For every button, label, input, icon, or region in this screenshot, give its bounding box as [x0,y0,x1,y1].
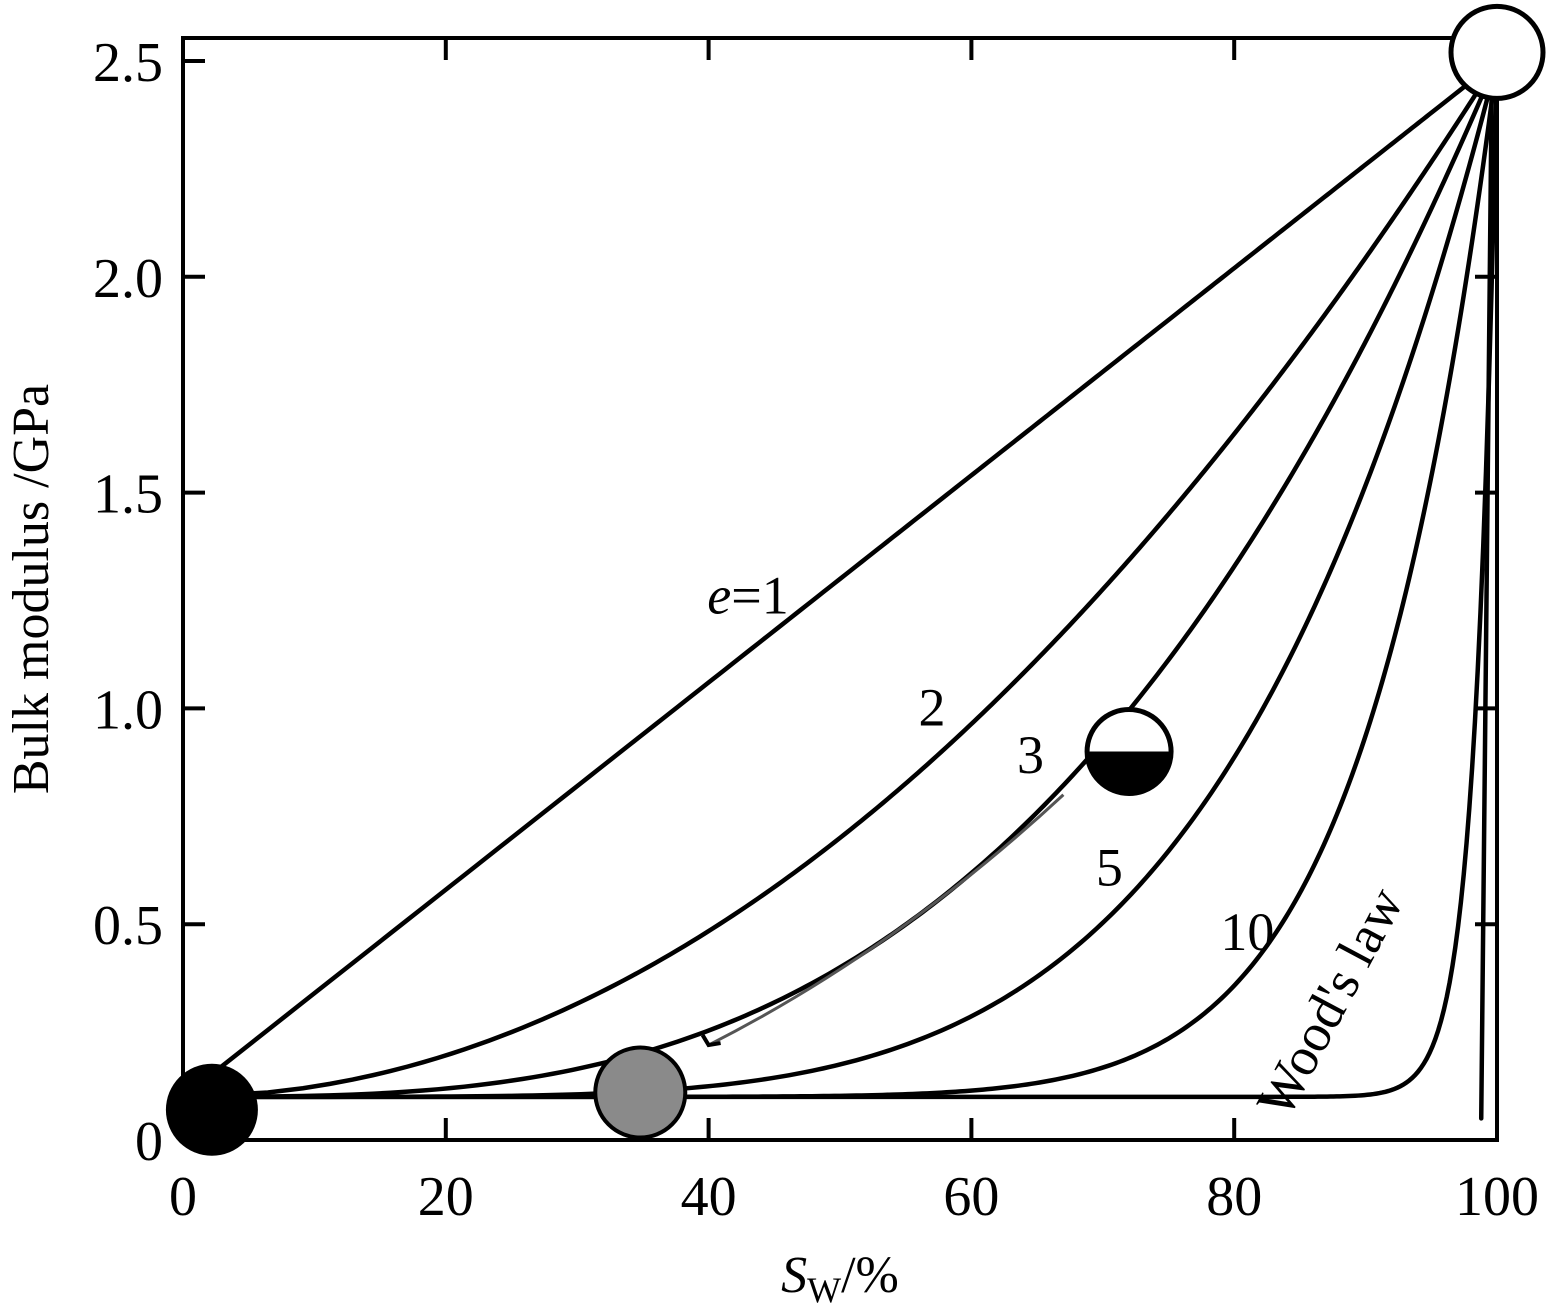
y-tick-label-1.0: 1.0 [93,679,163,741]
y-tick-label-1.5: 1.5 [93,464,163,526]
x-tick-label-100: 100 [1455,1166,1539,1228]
series-label-3: 3 [1017,725,1044,785]
woods-law-rise-line [1478,80,1494,1121]
plot-border [181,36,1499,1142]
plot-frame [181,36,1499,1142]
series-line-6 [180,58,1500,1100]
half-filled-marker [1084,707,1174,797]
curves-layer [180,58,1500,1121]
series-label-4: 5 [1096,837,1123,897]
series-line-2 [180,58,1500,1100]
drainage-arrowhead [700,1034,721,1048]
markers-layer [165,3,1546,1156]
series-label-1: e=1 [707,565,788,625]
dry-rock-marker [165,1063,258,1156]
y-tick-label-0.5: 0.5 [93,895,163,957]
x-tick-label-20: 20 [418,1166,474,1228]
x-axis-label: SW/% [781,1247,899,1306]
x-tick-label-80: 80 [1206,1166,1262,1228]
y-tick-label-2.5: 2.5 [93,32,163,94]
drainage-arrow [707,793,1065,1047]
x-tick-label-0: 0 [169,1166,197,1228]
x-tick-label-40: 40 [681,1166,737,1228]
partial-saturation-marker [593,1045,688,1140]
series-line-4 [180,58,1500,1100]
series-label-2: 2 [918,678,945,738]
axis-titles: Bulk modulus /GPa SW/% [3,384,899,1306]
axis-tick-labels: 0 20 40 60 80 100 0 0.5 1.0 1.5 2.0 2.5 [93,32,1539,1228]
axis-ticks [181,38,1499,1142]
y-axis-label: Bulk modulus /GPa [3,384,60,794]
half-marker-fill [1087,751,1172,794]
x-tick-label-60: 60 [943,1166,999,1228]
series-label-5: 10 [1220,902,1274,962]
series-line-1 [180,58,1500,1100]
water-saturated-marker [1448,3,1546,101]
y-tick-label-0: 0 [135,1111,163,1173]
y-tick-label-2.0: 2.0 [93,248,163,310]
